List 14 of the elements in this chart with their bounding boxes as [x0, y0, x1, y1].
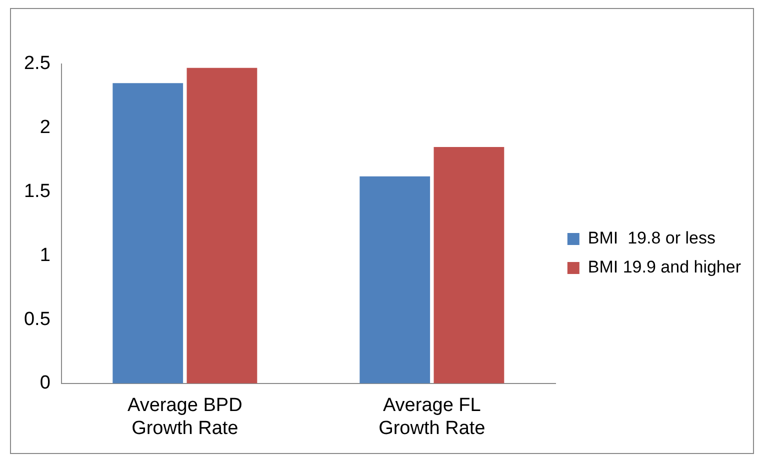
bar — [360, 176, 430, 384]
legend-label: BMI 19.8 or less — [588, 228, 716, 248]
y-tick-label: 1.5 — [24, 180, 50, 202]
bar — [112, 83, 184, 384]
y-tick-label: 0.5 — [24, 308, 50, 330]
bar — [434, 147, 504, 384]
legend-label: BMI 19.9 and higher — [588, 258, 742, 277]
y-tick-label: 1 — [40, 244, 50, 266]
y-tick-label: 2 — [40, 117, 50, 138]
x-tick-label: Average FL Growth Rate — [378, 395, 486, 439]
bar — [186, 68, 258, 384]
y-tick-label: 0 — [40, 372, 50, 394]
y-tick-label: 2.5 — [24, 53, 50, 74]
x-tick-label: Average BPD Growth Rate — [128, 395, 242, 439]
